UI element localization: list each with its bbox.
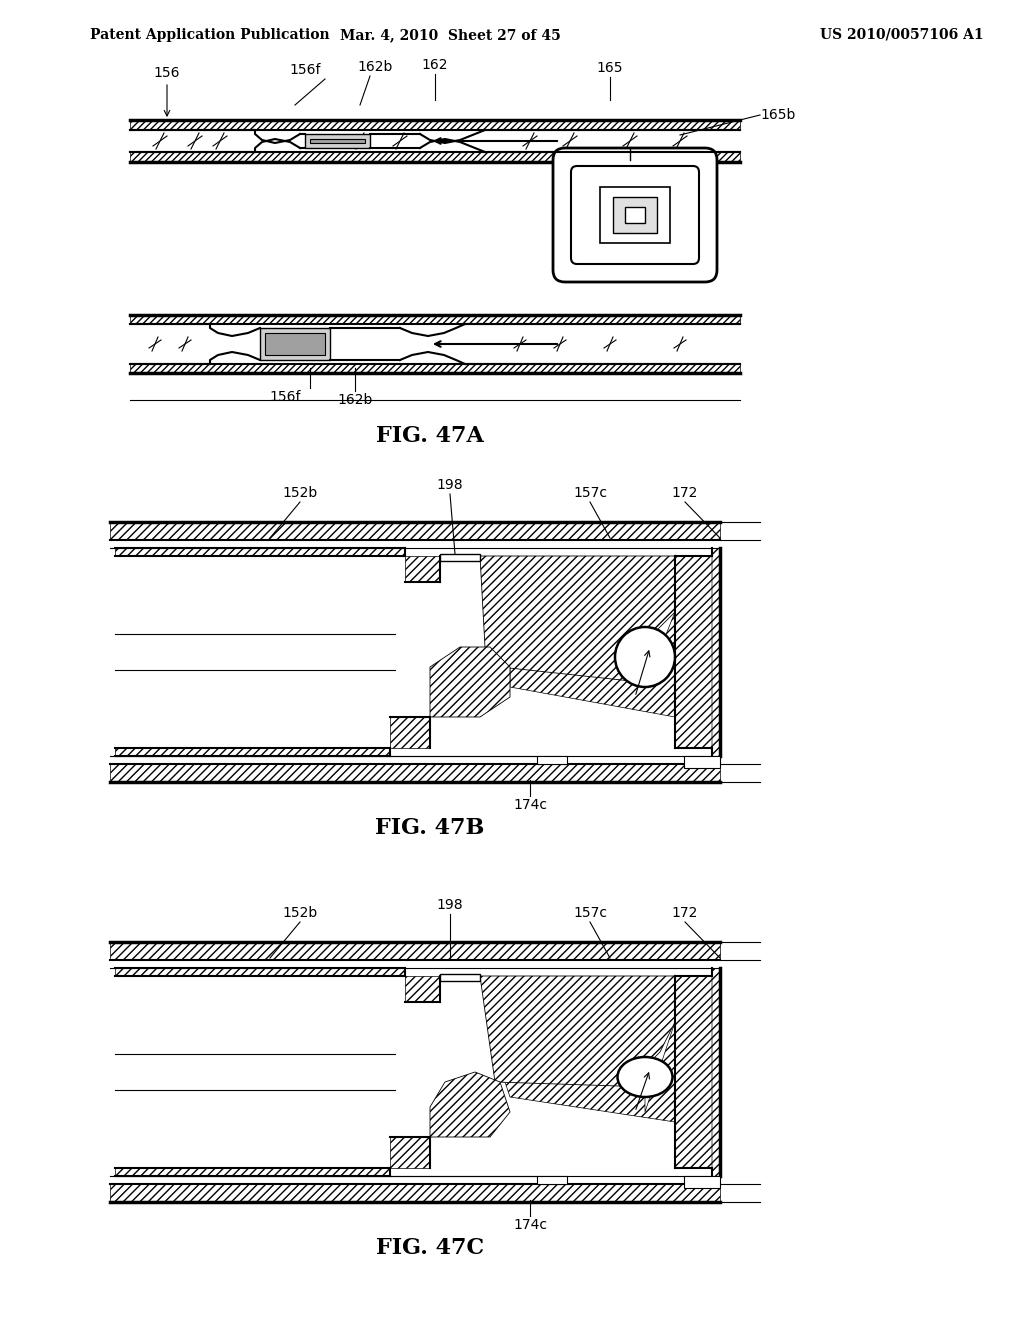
Bar [310,139,365,143]
Text: Mar. 4, 2010  Sheet 27 of 45: Mar. 4, 2010 Sheet 27 of 45 [340,28,560,42]
Text: FIG. 47A: FIG. 47A [376,425,484,447]
Polygon shape [115,748,390,756]
Bar [537,1176,567,1184]
Ellipse shape [617,1057,673,1097]
Polygon shape [115,548,406,556]
Text: 156f: 156f [289,63,321,77]
Text: 152b: 152b [283,486,317,500]
Text: 198: 198 [436,478,463,492]
Polygon shape [480,556,675,682]
Polygon shape [130,120,740,129]
Polygon shape [110,521,720,540]
Polygon shape [115,968,406,975]
FancyBboxPatch shape [571,166,699,264]
Bar [684,1176,720,1188]
Bar [305,135,370,148]
Text: FIG. 47B: FIG. 47B [376,817,484,840]
Text: 174c: 174c [513,799,547,812]
Polygon shape [430,647,510,717]
Polygon shape [130,152,740,162]
Polygon shape [110,764,720,781]
Text: FIG. 47C: FIG. 47C [376,1237,484,1259]
Text: Patent Application Publication: Patent Application Publication [90,28,330,42]
Text: 157c: 157c [573,486,607,500]
Polygon shape [480,975,675,1086]
Bar [684,756,720,768]
Bar [625,207,645,223]
Polygon shape [430,1072,510,1137]
Text: 162b: 162b [357,59,392,74]
Polygon shape [130,364,740,374]
Polygon shape [130,315,740,323]
Polygon shape [390,1137,430,1168]
Text: 174c: 174c [513,1218,547,1232]
Bar [440,554,480,561]
Text: 172: 172 [672,906,698,920]
Circle shape [615,627,675,686]
Polygon shape [406,556,440,582]
Polygon shape [490,556,712,748]
Bar [260,327,330,360]
Text: US 2010/0057106 A1: US 2010/0057106 A1 [820,28,984,42]
Text: 152b: 152b [283,906,317,920]
Text: 198: 198 [436,898,463,912]
Text: 172: 172 [672,486,698,500]
Text: 165b: 165b [760,108,796,121]
Polygon shape [500,975,712,1168]
Polygon shape [110,942,720,960]
Polygon shape [675,548,720,756]
Bar [600,187,670,243]
Text: 157c: 157c [573,906,607,920]
Text: 162b: 162b [337,393,373,407]
Polygon shape [115,1168,390,1176]
Text: 156: 156 [154,66,180,81]
FancyBboxPatch shape [553,148,717,282]
Text: 156f: 156f [269,389,301,404]
Text: 162: 162 [422,58,449,73]
Polygon shape [406,975,440,1002]
Polygon shape [675,968,720,1176]
Polygon shape [110,1184,720,1203]
Bar [613,197,657,234]
Bar [537,756,567,764]
Bar [265,333,325,355]
Polygon shape [390,717,430,748]
Bar [440,974,480,981]
Text: 165: 165 [597,61,624,75]
